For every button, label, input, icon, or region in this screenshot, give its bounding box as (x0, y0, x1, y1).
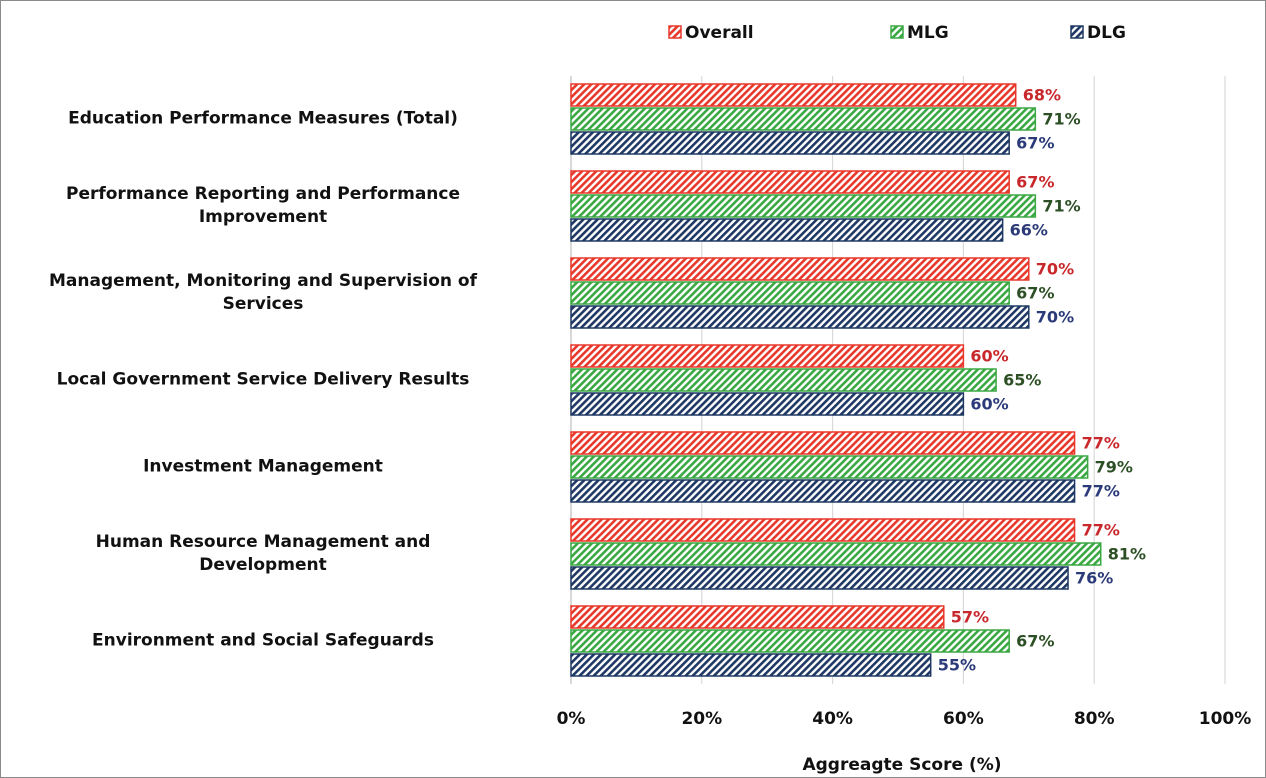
bar (570, 131, 1010, 155)
value-label: 67% (1016, 632, 1054, 651)
y-tick-label: Local Government Service Delivery Result… (56, 369, 470, 390)
y-tick-label: Investment Management (143, 456, 383, 477)
y-tick-label: Human Resource Management and Developmen… (95, 532, 431, 575)
value-label: 65% (1003, 371, 1041, 390)
x-tick-label: 20% (681, 709, 722, 729)
value-label: 67% (1016, 284, 1054, 303)
legend-swatch (668, 25, 682, 39)
value-label: 77% (1082, 434, 1120, 453)
legend-label: Overall (685, 23, 754, 43)
value-label: 55% (938, 656, 976, 675)
bar (570, 431, 1076, 455)
bar (570, 368, 997, 392)
bar (570, 218, 1004, 242)
y-tick-label: Environment and Social Safeguards (92, 630, 434, 651)
bar (570, 392, 965, 416)
value-label: 67% (1016, 173, 1054, 192)
value-label: 70% (1036, 308, 1074, 327)
x-tick-label: 100% (1199, 709, 1252, 729)
value-label: 60% (970, 347, 1008, 366)
value-label: 71% (1042, 197, 1080, 216)
bar (570, 605, 945, 629)
bar (570, 629, 1010, 653)
value-label: 70% (1036, 260, 1074, 279)
bar (570, 566, 1069, 590)
bar (570, 83, 1017, 107)
value-label: 77% (1082, 521, 1120, 540)
x-tick-label: 40% (812, 709, 853, 729)
bar (570, 107, 1037, 131)
bar (570, 305, 1030, 329)
value-label: 77% (1082, 482, 1120, 501)
x-tick-label: 60% (943, 709, 984, 729)
bar (570, 518, 1076, 542)
bar (570, 281, 1010, 305)
bar (570, 455, 1089, 479)
value-label: 76% (1075, 569, 1113, 588)
x-tick-label: 80% (1074, 709, 1115, 729)
y-tick-label: Management, Monitoring and Supervision o… (49, 271, 477, 314)
bar (570, 257, 1030, 281)
bar (570, 479, 1076, 503)
value-label: 68% (1023, 86, 1061, 105)
legend-swatch (1070, 25, 1084, 39)
value-label: 81% (1108, 545, 1146, 564)
value-label: 66% (1010, 221, 1048, 240)
legend-label: DLG (1087, 23, 1126, 43)
x-tick-label: 0% (557, 709, 586, 729)
bar (570, 344, 965, 368)
bar (570, 542, 1102, 566)
x-axis-label: Aggreagte Score (%) (802, 755, 1001, 775)
legend-swatch (890, 25, 904, 39)
bar (570, 653, 932, 677)
value-label: 67% (1016, 134, 1054, 153)
value-label: 71% (1042, 110, 1080, 129)
y-tick-label: Performance Reporting and Performance Im… (65, 184, 461, 227)
y-tick-label: Education Performance Measures (Total) (68, 108, 458, 129)
value-label: 57% (951, 608, 989, 627)
bar (570, 170, 1010, 194)
value-label: 79% (1095, 458, 1133, 477)
legend-label: MLG (907, 23, 949, 43)
bar (570, 194, 1037, 218)
value-label: 60% (970, 395, 1008, 414)
